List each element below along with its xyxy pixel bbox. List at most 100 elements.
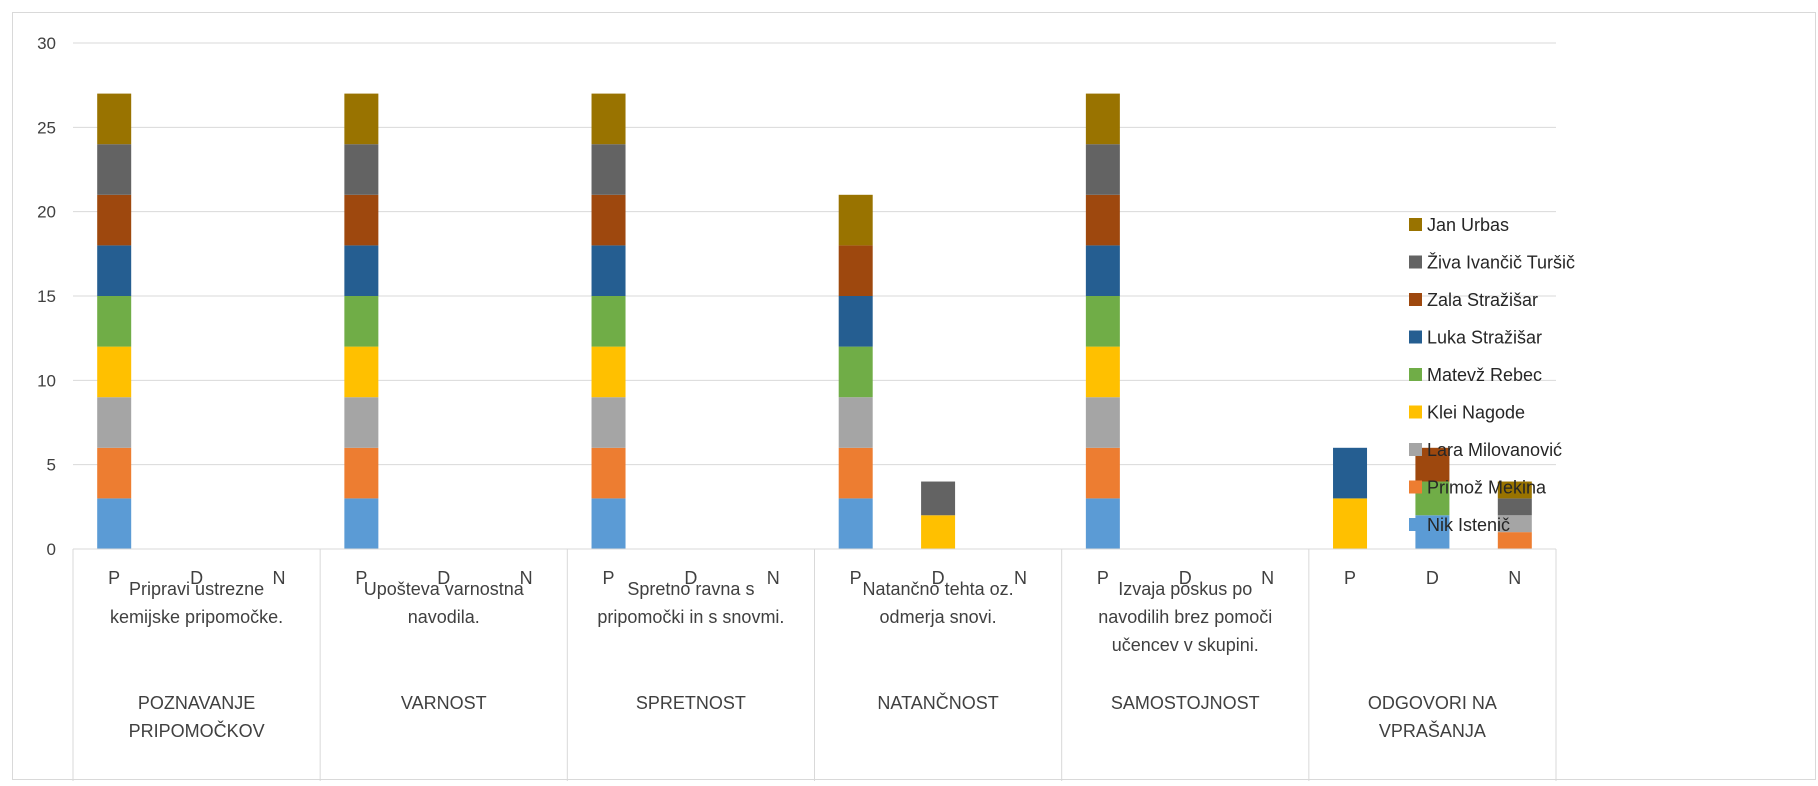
bar-segment <box>1085 144 1120 195</box>
bar-segment <box>1497 515 1532 533</box>
group-label: SPRETNOST <box>636 693 746 713</box>
bar-segment <box>591 245 626 296</box>
x-tick-label: D <box>1426 568 1439 588</box>
x-tick-label: P <box>603 568 615 588</box>
x-tick-label: D <box>684 568 697 588</box>
legend-swatch <box>1409 443 1422 456</box>
bar-segment <box>591 144 626 195</box>
bar-segment <box>97 245 132 296</box>
x-tick-label: P <box>1097 568 1109 588</box>
bar-segment <box>591 447 626 499</box>
bar-segment <box>344 447 379 499</box>
x-tick-label: N <box>1261 568 1274 588</box>
bar-segment <box>591 498 626 549</box>
x-tick-label: P <box>1344 568 1356 588</box>
subcategory-label: odmerja snovi. <box>880 607 997 627</box>
bar-segment <box>1085 346 1120 398</box>
bar-segment <box>921 515 956 549</box>
bar-segment <box>1497 498 1532 516</box>
x-tick-label: D <box>1179 568 1192 588</box>
legend-label: Luka Stražišar <box>1427 328 1542 348</box>
bar-segment <box>591 346 626 398</box>
subcategory-label: navodila. <box>408 607 480 627</box>
bar-segment <box>1085 296 1120 347</box>
subcategory-label: pripomočki in s snovmi. <box>597 607 784 627</box>
group-label: VPRAŠANJA <box>1379 720 1486 741</box>
bar-segment <box>1333 447 1368 499</box>
subcategory-label: Izvaja poskus po <box>1118 579 1252 599</box>
legend-label: Jan Urbas <box>1427 215 1509 235</box>
y-tick-label: 15 <box>37 287 56 306</box>
group-label: SAMOSTOJNOST <box>1111 693 1260 713</box>
bar-segment <box>838 296 873 347</box>
bar-segment <box>344 498 379 549</box>
group-label: VARNOST <box>401 693 487 713</box>
y-tick-label: 30 <box>37 34 56 53</box>
bar-segment <box>1497 532 1532 549</box>
legend-swatch <box>1409 480 1422 494</box>
x-tick-label: D <box>437 568 450 588</box>
x-tick-label: N <box>520 568 533 588</box>
legend-swatch <box>1409 218 1422 231</box>
group-label: NATANČNOST <box>877 692 998 713</box>
bar-segment <box>838 498 873 549</box>
bar-segment <box>97 194 132 246</box>
bar-segment <box>838 245 873 296</box>
bar-segment <box>97 296 132 347</box>
group-label: POZNAVANJE <box>138 693 255 713</box>
bar-segment <box>591 296 626 347</box>
bar-segment <box>838 346 873 398</box>
legend-label: Primož Mekina <box>1427 478 1547 498</box>
subcategory-label: Spretno ravna s <box>627 579 754 599</box>
bar-segment <box>1085 245 1120 296</box>
x-tick-label: D <box>190 568 203 588</box>
x-tick-label: D <box>932 568 945 588</box>
bar-segment <box>838 194 873 246</box>
group-label: PRIPOMOČKOV <box>129 720 265 741</box>
bar-segment <box>591 194 626 246</box>
bar-segment <box>1085 397 1120 448</box>
bar-segment <box>344 296 379 347</box>
bar-segment <box>1085 498 1120 549</box>
subcategory-label: kemijske pripomočke. <box>110 607 283 627</box>
bar-segment <box>1085 93 1120 145</box>
bar-segment <box>97 447 132 499</box>
bar-segment <box>838 397 873 448</box>
bar-segment <box>921 481 956 516</box>
legend-swatch <box>1409 293 1422 306</box>
bar-segment <box>344 144 379 195</box>
x-tick-label: N <box>767 568 780 588</box>
bar-segment <box>97 397 132 448</box>
y-tick-label: 20 <box>37 203 56 222</box>
bar-segment <box>1497 481 1532 499</box>
stacked-bar-chart: 0 5 10 15 20 25 30 P D N P D N P D N P D N P D N P D N Pripravi u… <box>37 34 1575 781</box>
legend-swatch <box>1409 518 1422 531</box>
x-tick-label: P <box>108 568 120 588</box>
legend-label: Lara Milovanović <box>1427 440 1562 460</box>
bar-segment <box>344 194 379 246</box>
y-tick-label: 10 <box>37 371 56 390</box>
subcategory-label: Natančno tehta oz. <box>863 579 1014 599</box>
subcategory-label: navodilih brez pomoči <box>1098 607 1272 627</box>
legend-label: Živa Ivančič Turšič <box>1427 253 1575 273</box>
chart-area: 0 5 10 15 20 25 30 P D N P D N P D N P D N P D N P D N Pripravi u… <box>12 12 1816 781</box>
bar-segment <box>97 346 132 398</box>
y-tick-label: 5 <box>47 456 56 475</box>
y-tick-label: 0 <box>47 540 56 559</box>
bar-segment <box>838 447 873 499</box>
legend-label: Matevž Rebec <box>1427 365 1542 385</box>
subcategory-label: Upošteva varnostna <box>364 579 525 599</box>
bar-segment <box>591 397 626 448</box>
legend-swatch <box>1409 405 1422 419</box>
bar-segment <box>591 93 626 145</box>
bar-segment <box>97 498 132 549</box>
bar-segment <box>1085 447 1120 499</box>
group-label: ODGOVORI NA <box>1368 693 1497 713</box>
bar-segment <box>97 93 132 145</box>
x-tick-label: P <box>850 568 862 588</box>
legend-swatch <box>1409 330 1422 344</box>
legend-label: Nik Istenič <box>1427 515 1510 535</box>
bar-segment <box>344 397 379 448</box>
x-tick-label: P <box>355 568 367 588</box>
x-tick-label: N <box>1508 568 1521 588</box>
